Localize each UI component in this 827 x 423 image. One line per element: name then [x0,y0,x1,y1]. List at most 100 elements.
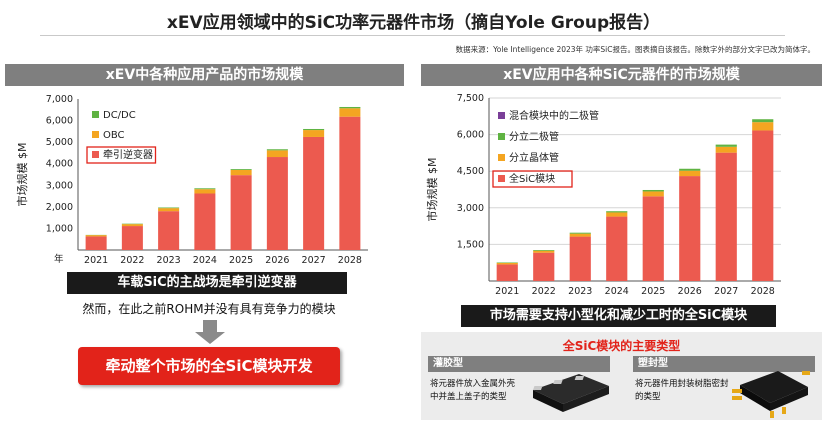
y-tick-label: 4,500 [457,166,484,177]
x-tick-label: 2021 [495,286,519,297]
legend-label: OBC [103,130,125,141]
module-types-panel [421,332,822,420]
module-development-banner: 牵动整个市场的全SiC模块开发 [78,347,340,385]
bar-segment [496,264,518,281]
bar-segment [606,216,628,281]
y-tick-label: 5,000 [46,137,73,148]
legend-swatch [92,131,99,138]
molded-type-description: 将元器件用封装树脂密封的类型 [635,379,729,402]
bar-segment [121,226,143,250]
legend-swatch [92,111,99,118]
legend-swatch [498,154,505,161]
molded-module-image [732,371,810,418]
bar-segment [569,236,591,281]
bar-segment [266,150,288,158]
bar-segment [158,207,180,209]
bar-segment [752,130,774,281]
bar-segment [606,212,628,217]
bar-segment [194,193,216,250]
y-tick-label: 7,500 [457,93,484,104]
bar-segment [752,119,774,123]
bar-segment [642,189,664,192]
bar-segment [533,250,555,253]
highlight-box [86,146,157,164]
x-tick-label: 2024 [193,255,217,266]
bar-segment [266,149,288,151]
x-tick-label: 2022 [532,286,556,297]
legend-label: 混合模块中的二极管 [509,109,599,122]
bar-segment [715,152,737,281]
legend-label: 全SiC模块 [509,172,555,185]
y-tick-label: 3,000 [46,180,73,191]
bar-segment [194,189,216,194]
right-conclusion-label: 市场需要支持小型化和减少工时的全SiC模块 [461,305,776,327]
left-panel-header: xEV中各种应用产品的市场规模 [5,64,404,86]
x-unit-label: 年 [54,253,64,265]
x-tick-label: 2027 [714,286,738,297]
bar-segment [158,211,180,250]
y-tick-label: 1,500 [457,239,484,250]
bar-segment [642,191,664,197]
title-divider [40,35,785,36]
y-tick-label: 1,000 [46,223,73,234]
y-tick-label: 7,000 [46,94,73,105]
x-tick-label: 2023 [157,255,181,266]
source-note: 数据来源：Yole Intelligence 2023年 功率SiC报告。图表摘… [455,45,815,54]
bar-segment [339,116,361,250]
potting-module-image [532,374,609,412]
bar-segment [303,128,325,131]
x-tick-label: 2025 [641,286,665,297]
bar-segment [496,262,518,265]
highlight-box [492,170,573,188]
right-panel-header: xEV应用中各种SiC元器件的市场规模 [421,64,822,86]
bar-segment [194,188,216,190]
x-tick-label: 2026 [265,255,289,266]
bar-segment [679,168,701,171]
bar-segment [642,196,664,281]
legend-label: 牵引逆变器 [103,148,153,161]
bar-segment [533,250,555,251]
bar-segment [679,176,701,281]
bar-segment [230,169,252,176]
y-tick-label: 6,000 [457,130,484,141]
bar-segment [121,224,143,227]
legend-label: 分立二极管 [509,130,559,143]
y-tick-label: 3,000 [457,203,484,214]
legend-swatch [498,175,505,182]
legend-swatch [498,112,505,119]
bar-segment [533,252,555,281]
right-stacked-bar-chart: 1,500 3,000 4,500 6,000 7,500 市场规模 $M 2021 2022… [425,93,781,297]
left-conclusion-label: 车载SiC的主战场是牵引逆变器 [67,272,347,294]
y-axis-title: 市场规模 $M [425,158,439,222]
legend-label: DC/DC [103,110,136,121]
bar-segment [715,146,737,153]
molded-type-header: 塑封型 [633,356,815,372]
x-tick-label: 2027 [302,255,326,266]
bar-segment [715,144,737,147]
down-arrow-head-icon [195,332,225,344]
bar-segment [339,108,361,117]
x-tick-label: 2025 [229,255,253,266]
bar-segment [339,106,361,109]
bar-segment [569,233,591,237]
y-axis-title: 市场规模 $M [15,143,29,207]
legend-swatch [92,151,99,158]
bar-segment [230,175,252,250]
bar-segment [569,232,591,234]
x-tick-label: 2026 [678,286,702,297]
rohm-note: 然而，在此之前ROHM并没有具有竞争力的模块 [82,302,336,316]
bar-segment [679,170,701,177]
x-tick-label: 2028 [751,286,775,297]
bar-segment [303,130,325,137]
bar-segment [85,236,107,250]
y-tick-label: 4,000 [46,159,73,170]
bar-segment [85,235,107,237]
bar-segment [266,157,288,250]
x-tick-label: 2021 [84,255,108,266]
page-title: xEV应用领域中的SiC功率元器件市场（摘自Yole Group报告） [166,13,661,33]
bar-segment [230,169,252,170]
module-types-title: 全SiC模块的主要类型 [562,339,681,353]
potting-type-header: 灌胶型 [428,356,610,372]
down-arrow-icon [203,320,217,332]
x-tick-label: 2028 [338,255,362,266]
